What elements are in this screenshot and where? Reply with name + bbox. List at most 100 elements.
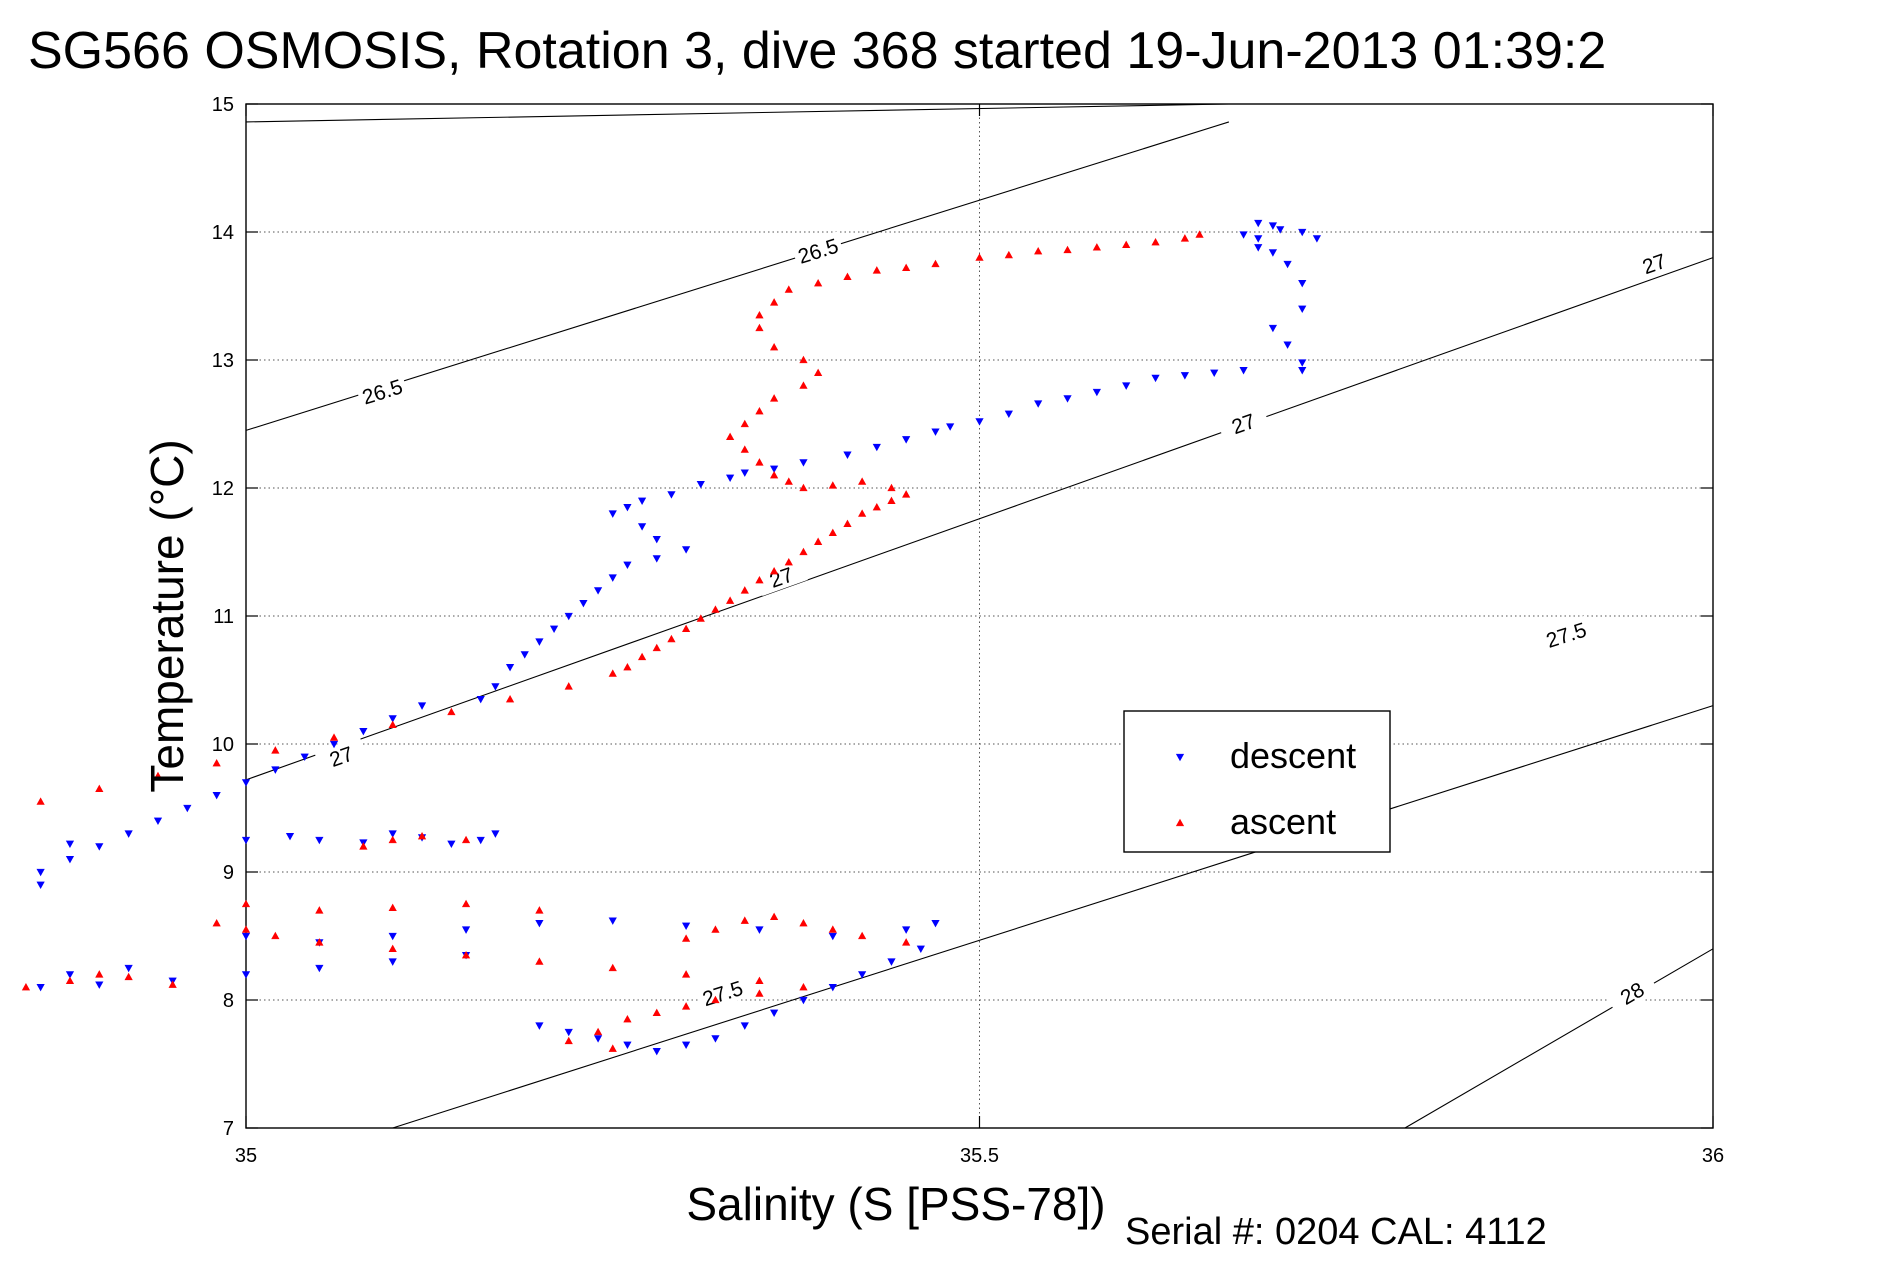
density-contour-line [1404,948,1714,1129]
descent-point [1298,359,1307,367]
ascent-point [212,918,221,927]
ascent-point [740,586,749,594]
y-tick-label: 14 [212,222,234,244]
ascent-point [887,496,896,504]
contour-label-bg [754,557,808,597]
descent-point [315,836,324,845]
descent-point [505,664,515,672]
density-contour-line [245,121,1230,431]
ascent-point [623,662,632,671]
descent-point [1298,367,1307,375]
descent-point [770,465,779,474]
y-tick-label: 12 [212,478,234,500]
ascent-point [799,918,808,927]
ascent-point [1151,238,1160,246]
descent-point [828,984,837,992]
descent-point [696,480,705,489]
descent-point [902,926,911,934]
descent-point [799,996,808,1005]
descent-point [241,836,251,845]
ascent-point [21,982,31,991]
ascent-point [95,784,104,792]
descent-point [726,474,735,482]
ascent-point [770,470,779,479]
descent-point [681,1041,691,1050]
ascent-point [740,916,749,924]
descent-point [637,497,647,506]
y-axis-label: Temperature (°C) [141,439,193,792]
descent-point [681,546,691,554]
ascent-point [241,925,251,933]
ascent-point [755,575,764,584]
ascent-point [755,310,764,319]
ascent-point [740,445,749,453]
ascent-point [887,483,896,492]
chart-title: SG566 OSMOSIS, Rotation 3, dive 368 star… [28,22,1606,80]
descent-point [535,1022,544,1030]
ascent-point [975,253,984,261]
ascent-point [755,323,764,332]
ascent-point [447,707,456,716]
contour-label-bg [314,736,368,776]
ascent-point [388,720,397,728]
ascent-point [417,831,427,840]
descent-point [1268,222,1278,230]
descent-point [1239,231,1248,239]
ascent-point [535,957,544,965]
ascent-point [799,547,808,556]
descent-point [931,920,940,928]
descent-point [667,491,676,499]
descent-point [564,612,573,621]
axis-ticks: 35 35.5 36 7 8 9 10 11 12 13 14 15 [212,94,1724,1167]
ascent-point [799,483,808,492]
ascent-point [681,1002,691,1010]
descent-point [770,1009,779,1018]
ascent-point [858,509,867,517]
ascent-point [623,1014,632,1023]
ascent-point [564,682,573,690]
contour-label-bg [1539,615,1593,653]
ascent-point [608,669,617,677]
descent-point [461,926,471,934]
descent-point [1298,305,1307,314]
ascent-point [315,906,324,914]
descent-point [359,728,368,736]
ascent-point [770,566,779,575]
ascent-point [711,995,720,1004]
descent-point [1298,228,1307,237]
ascent-point [681,934,691,942]
descent-point [36,984,45,992]
legend-marker-descent [1175,753,1185,762]
descent-point [183,804,192,813]
descent-point [447,840,456,849]
ascent-point [755,458,764,466]
descent-point [1254,235,1263,243]
descent-point [652,1048,661,1056]
legend-markers [1175,753,1185,827]
legend-label-ascent: ascent [1230,801,1336,842]
ascent-point [858,477,867,485]
ascent-point [711,605,720,613]
descent-point [1239,367,1248,375]
ascent-point [1034,246,1043,255]
ascent-point [681,970,691,978]
contour-label-bg [1605,970,1659,1016]
ascent-point [608,1044,617,1052]
descent-point [1276,226,1285,234]
descent-point [65,971,75,979]
descent-point [652,555,661,563]
ascent-point [505,694,515,703]
y-tick-label: 8 [223,990,234,1012]
ascent-point [1180,234,1189,242]
descent-point [388,932,397,941]
descent-point [65,856,75,864]
descent-point [36,881,45,890]
descent-point [828,932,837,941]
ascent-point [359,842,368,850]
ascent-point [872,502,881,511]
density-contour-line [245,103,1229,123]
descent-point [946,423,955,431]
descent-point [241,779,251,787]
descent-point [1063,395,1072,403]
x-axis-label: Salinity (S [PSS-78]) [686,1178,1105,1230]
